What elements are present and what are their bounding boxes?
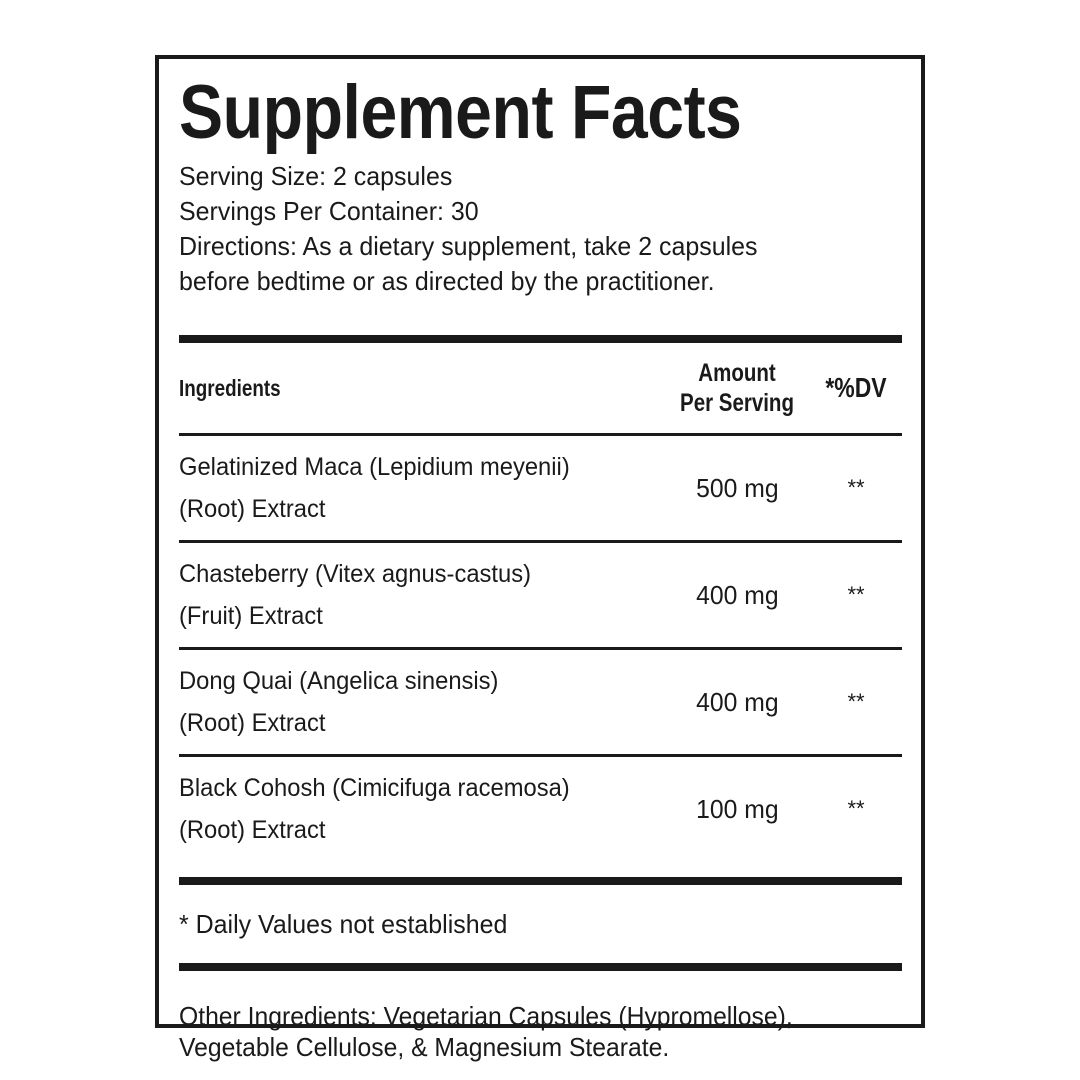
table-row: Gelatinized Maca (Lepidium meyenii) (Roo…: [179, 436, 902, 540]
ingredient-amount-value: 100 mg: [695, 793, 779, 824]
supplement-facts-panel: Supplement Facts Serving Size: 2 capsule…: [155, 55, 925, 1062]
ingredient-name-cell: Dong Quai (Angelica sinensis) (Root) Ext…: [179, 650, 664, 754]
row-separator: [179, 647, 902, 650]
ingredient-name-cell: Black Cohosh (Cimicifuga racemosa) (Root…: [179, 757, 664, 861]
other-ingredients-line-1: Other Ingredients: Vegetarian Capsules (…: [179, 1001, 793, 1031]
ingredient-name-line2: (Root) Extract: [179, 816, 326, 844]
ingredient-dv-cell: **: [847, 796, 865, 821]
spacer-below-table: [179, 861, 902, 877]
header-separator-cell: [179, 433, 902, 436]
column-header-dv-label: *%DV: [825, 372, 887, 403]
spacer-above-dv-note: [179, 885, 902, 907]
table-row: Chasteberry (Vitex agnus-castus) (Fruit)…: [179, 543, 902, 647]
table-row: Dong Quai (Angelica sinensis) (Root) Ext…: [179, 650, 902, 754]
serving-info-block: Serving Size: 2 capsules Servings Per Co…: [179, 159, 902, 299]
column-header-amount-per-serving: Amount Per Serving: [664, 343, 810, 433]
spacer-above-table: [179, 299, 902, 335]
header-separator-rule: [179, 433, 902, 436]
spacer-above-other-ingredients: [179, 971, 902, 1001]
table-header-row: Ingredients Amount Per Serving *%DV: [179, 343, 902, 433]
ingredient-amount-value: 400 mg: [695, 686, 779, 717]
other-ingredients-top-rule: [179, 963, 902, 971]
ingredient-dv-cell: **: [847, 582, 865, 607]
row-separator: [179, 754, 902, 757]
servings-per-container-line: Servings Per Container: 30: [179, 196, 479, 226]
ingredient-amount-cell: 100 mg: [664, 757, 810, 861]
ingredient-name-line1: Chasteberry (Vitex agnus-castus): [179, 560, 532, 588]
ingredient-name-line1: Black Cohosh (Cimicifuga racemosa): [179, 774, 570, 802]
row-separator-rule: [179, 647, 902, 650]
ingredient-amount-cell: 500 mg: [664, 436, 810, 540]
table-row: Black Cohosh (Cimicifuga racemosa) (Root…: [179, 757, 902, 861]
ingredient-dv-cell: **: [847, 475, 865, 500]
ingredient-amount-cell: 400 mg: [664, 543, 810, 647]
directions-line-2: before bedtime or as directed by the pra…: [179, 266, 715, 296]
ingredient-name-line2: (Root) Extract: [179, 709, 326, 737]
ingredient-amount-cell: 400 mg: [664, 650, 810, 754]
page-title: Supplement Facts: [179, 70, 742, 155]
serving-size-line: Serving Size: 2 capsules: [179, 161, 453, 191]
row-separator: [179, 540, 902, 543]
ingredient-name-cell: Gelatinized Maca (Lepidium meyenii) (Roo…: [179, 436, 664, 540]
ingredient-name-line2: (Root) Extract: [179, 495, 326, 523]
column-header-amount-line1: Amount: [698, 359, 776, 387]
row-separator-cell: [179, 754, 902, 757]
ingredient-amount-value: 400 mg: [695, 579, 779, 610]
ingredient-name-cell: Chasteberry (Vitex agnus-castus) (Fruit)…: [179, 543, 664, 647]
other-ingredients-line-2: Vegetable Cellulose, & Magnesium Stearat…: [179, 1032, 670, 1062]
supplement-facts-inner: Supplement Facts Serving Size: 2 capsule…: [179, 59, 902, 1063]
ingredient-name-line1: Gelatinized Maca (Lepidium meyenii): [179, 453, 570, 481]
row-separator-rule: [179, 540, 902, 543]
footer-top-rule: [179, 877, 902, 885]
directions-line-1: Directions: As a dietary supplement, tak…: [179, 231, 758, 261]
daily-value-note: * Daily Values not established: [179, 909, 508, 939]
table-header-separator: [179, 433, 902, 436]
row-separator-cell: [179, 647, 902, 650]
ingredient-name-line1: Dong Quai (Angelica sinensis): [179, 667, 499, 695]
ingredient-name-line2: (Fruit) Extract: [179, 602, 323, 630]
ingredients-table: Ingredients Amount Per Serving *%DV: [179, 343, 902, 861]
column-header-ingredients: Ingredients: [179, 374, 281, 401]
row-separator-cell: [179, 540, 902, 543]
ingredient-amount-value: 500 mg: [695, 472, 779, 503]
row-separator-rule: [179, 754, 902, 757]
column-header-amount-line2: Per Serving: [680, 389, 794, 417]
column-header-daily-value: *%DV: [810, 343, 902, 433]
table-top-rule: [179, 335, 902, 343]
spacer-below-dv-note: [179, 941, 902, 963]
ingredient-dv-cell: **: [847, 689, 865, 714]
